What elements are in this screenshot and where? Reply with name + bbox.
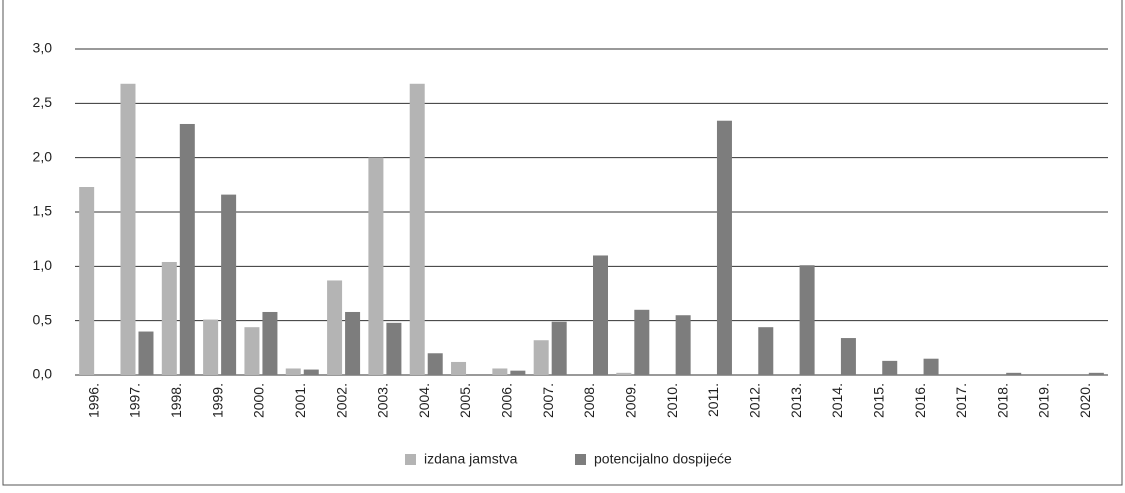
x-tick-label: 2002.	[333, 383, 349, 418]
y-tick-label: 2,0	[33, 148, 53, 164]
bar	[882, 360, 898, 375]
bar	[262, 311, 278, 375]
bar	[285, 368, 301, 375]
x-tick-label: 1998.	[168, 383, 184, 418]
x-tick-label: 1997.	[127, 383, 143, 418]
x-tick-label: 2005.	[457, 383, 473, 418]
x-tick-label: 1996.	[85, 383, 101, 418]
bar	[551, 321, 567, 375]
bar	[138, 331, 154, 375]
y-tick-label: 2,5	[33, 94, 53, 110]
bar	[1006, 372, 1022, 375]
x-tick-label: 2016.	[912, 383, 928, 418]
bar	[593, 255, 608, 375]
y-tick-label: 1,0	[33, 257, 53, 273]
bar	[923, 358, 939, 375]
bar	[840, 338, 856, 375]
bar	[427, 353, 443, 375]
legend-label: potencijalno dospijeće	[594, 451, 732, 467]
bar	[1088, 372, 1104, 375]
bar	[616, 372, 632, 375]
x-tick-label: 2014.	[829, 383, 845, 418]
bar	[120, 83, 136, 376]
bar	[161, 261, 177, 375]
y-tick-label: 1,5	[33, 203, 53, 219]
x-tick-label: 2009.	[623, 383, 639, 418]
bar	[303, 369, 319, 375]
x-tick-label: 2003.	[375, 383, 391, 418]
bar	[203, 319, 219, 375]
y-tick-label: 0,5	[33, 311, 53, 327]
bar	[409, 83, 425, 376]
bar	[221, 194, 237, 375]
legend-swatch	[405, 454, 416, 465]
bar	[634, 309, 650, 375]
bar	[716, 120, 732, 375]
x-tick-label: 2006.	[499, 383, 515, 418]
bar	[451, 361, 467, 375]
bar	[492, 368, 508, 375]
x-tick-label: 2018.	[994, 383, 1010, 418]
bar	[345, 311, 361, 375]
x-tick-label: 2001.	[292, 383, 308, 418]
x-tick-label: 2007.	[540, 383, 556, 418]
x-tick-label: 1999.	[209, 383, 225, 418]
x-tick-label: 2019.	[1036, 383, 1052, 418]
x-tick-label: 2017.	[953, 383, 969, 418]
bar	[799, 265, 815, 375]
bar	[533, 340, 549, 375]
x-tick-label: 2013.	[788, 383, 804, 418]
bar	[368, 157, 384, 375]
x-tick-label: 2011.	[705, 383, 721, 417]
bar	[179, 123, 195, 375]
x-tick-label: 2004.	[416, 383, 432, 418]
legend-swatch	[575, 454, 586, 465]
bar	[244, 327, 260, 375]
bar	[386, 322, 402, 375]
bar	[327, 280, 343, 375]
bar	[758, 327, 774, 375]
x-tick-label: 2012.	[746, 383, 762, 418]
bar	[675, 315, 691, 375]
y-tick-label: 3,0	[33, 40, 53, 56]
x-tick-label: 2008.	[581, 383, 597, 418]
bar	[79, 187, 95, 375]
x-tick-label: 2010.	[664, 383, 680, 418]
x-tick-label: 2020.	[1077, 383, 1093, 418]
x-tick-label: 2000.	[251, 383, 267, 418]
legend-label: izdana jamstva	[424, 451, 518, 467]
y-tick-label: 0,0	[33, 366, 53, 382]
x-tick-label: 2015.	[870, 383, 886, 418]
bar	[510, 370, 526, 375]
